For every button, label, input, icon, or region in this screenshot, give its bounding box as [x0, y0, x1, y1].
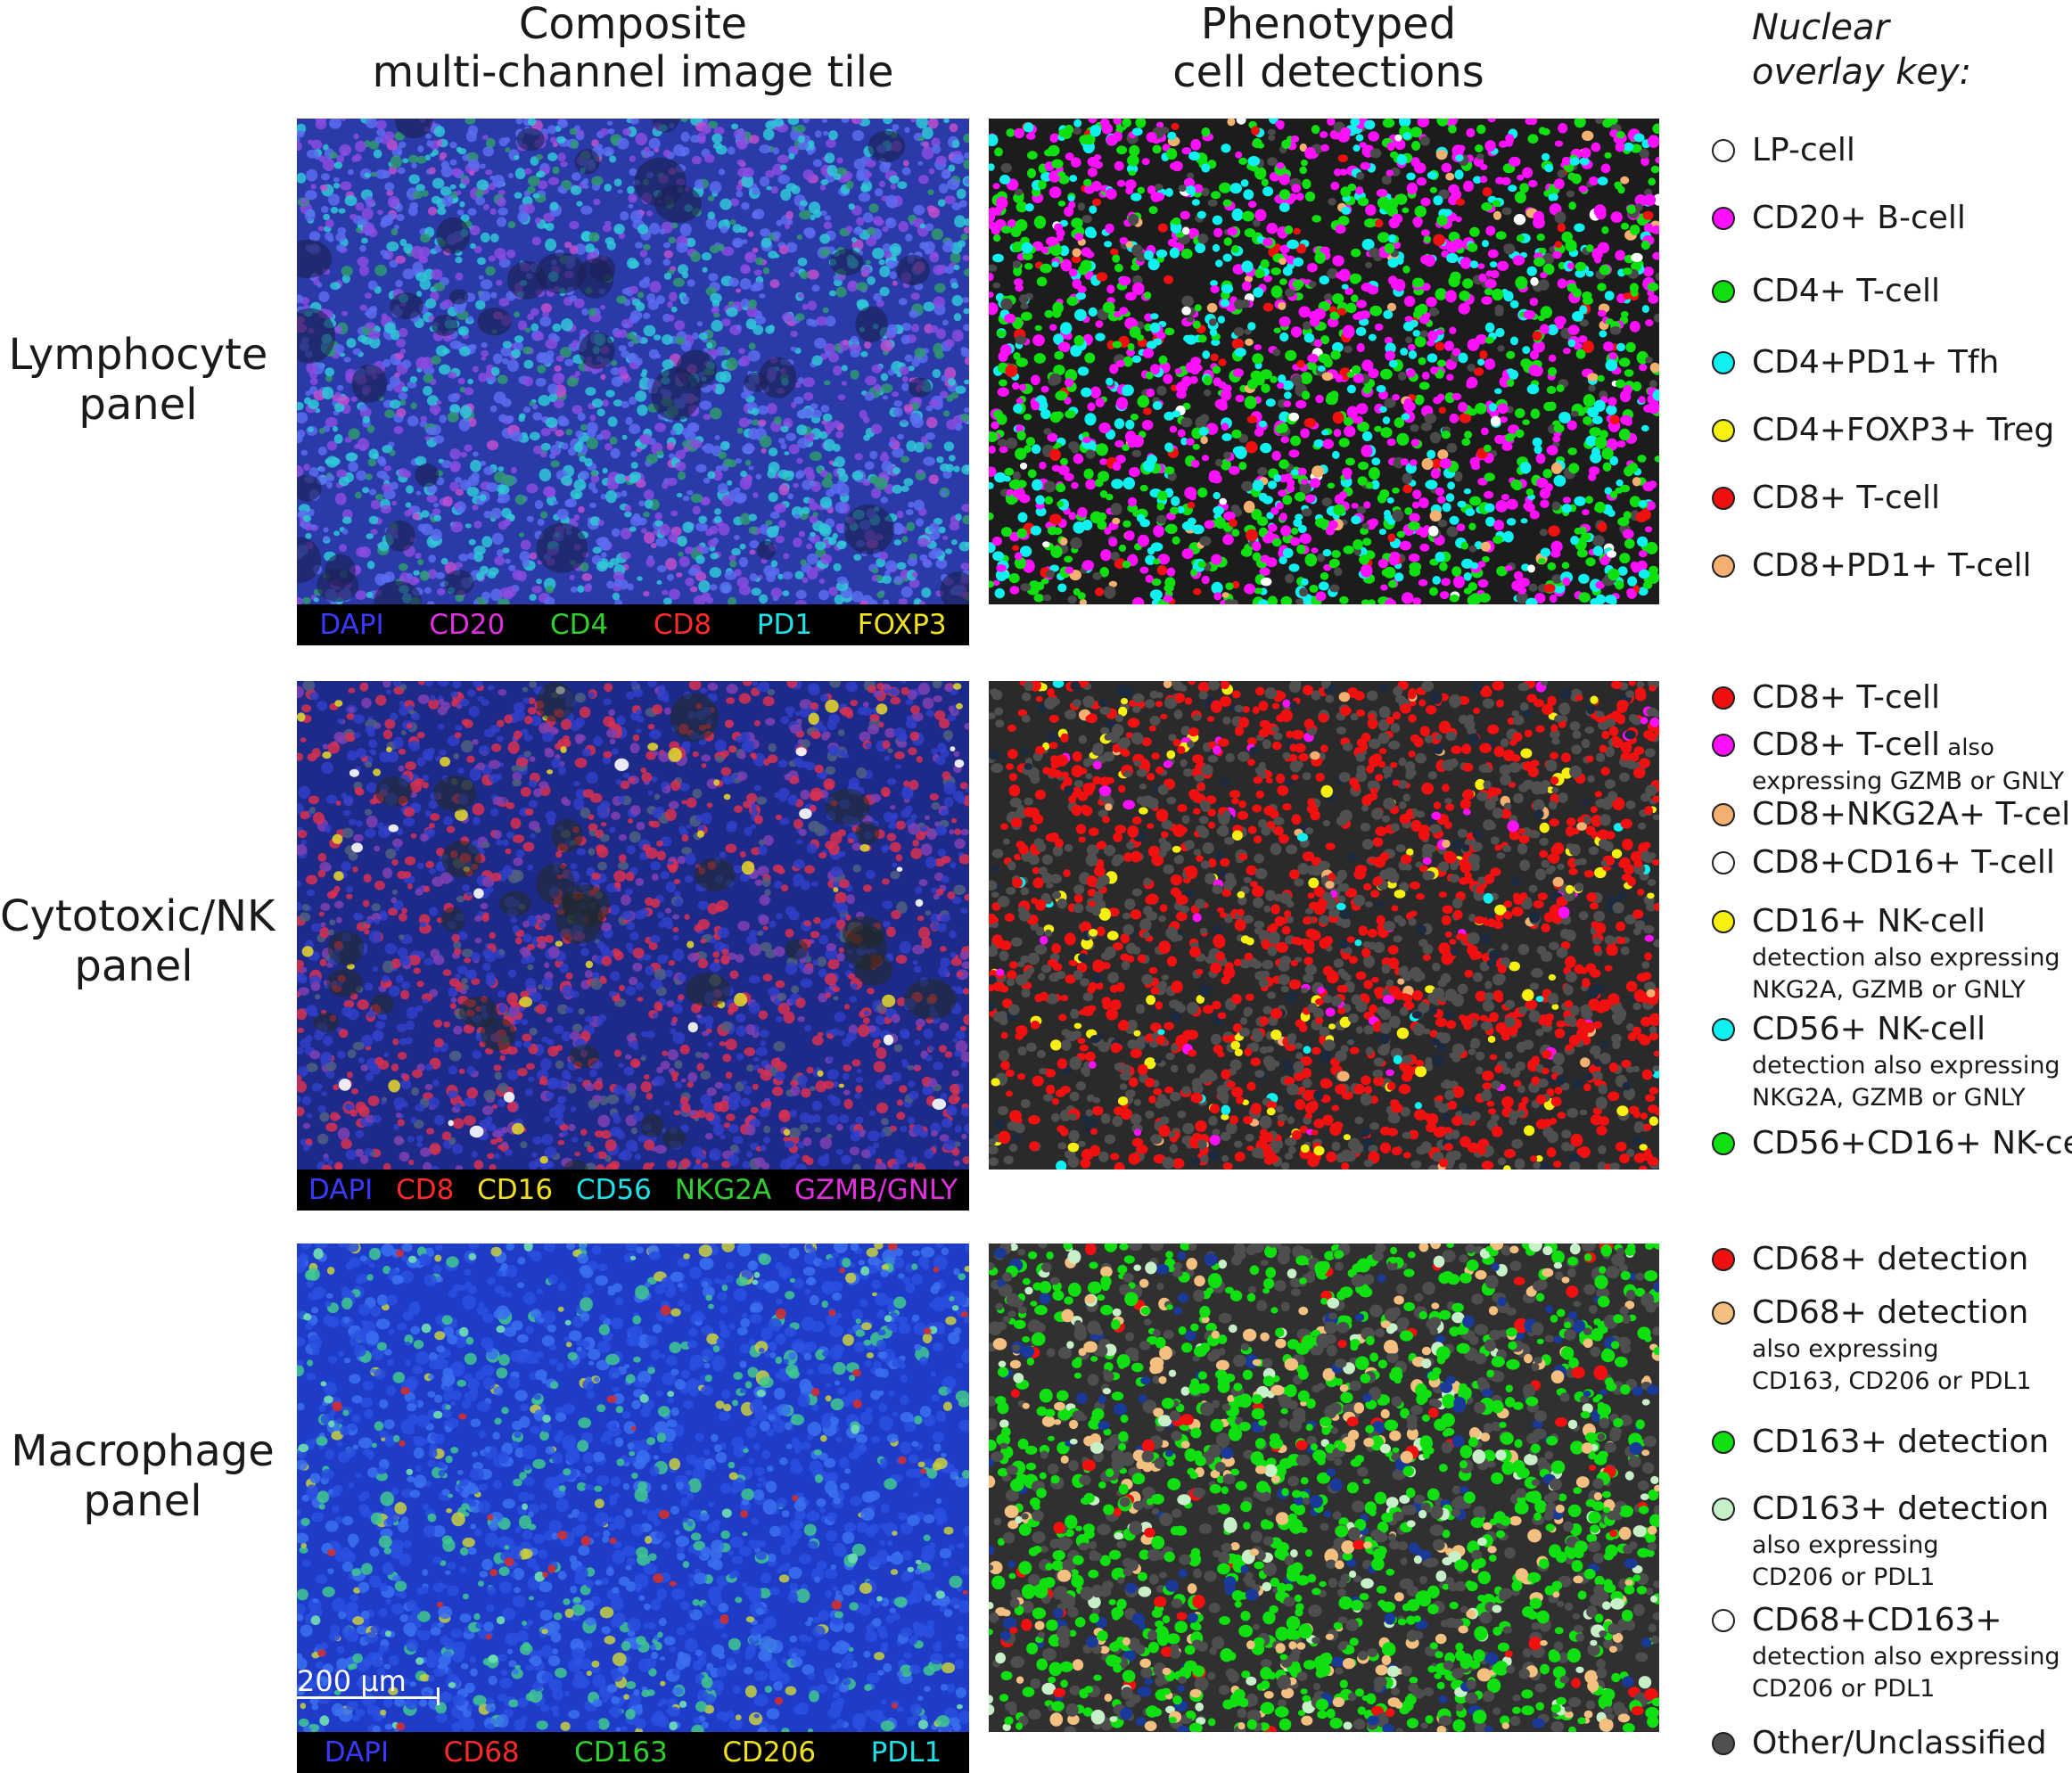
key-sublabel: detection also expressing: [1752, 1050, 2060, 1082]
channel-legend-cytotoxic: DAPI CD8 CD16 CD56 NKG2A GZMB/GNLY: [297, 1170, 969, 1211]
key-color-dot-icon: [1712, 351, 1735, 374]
key-label: LP-cell: [1752, 132, 1855, 169]
key-color-dot-icon: [1712, 280, 1735, 303]
channel-label: CD68: [444, 1736, 520, 1769]
key-color-dot-icon: [1712, 1301, 1735, 1325]
channel-label: DAPI: [325, 1736, 389, 1769]
channel-label: GZMB/GNLY: [794, 1174, 958, 1206]
channel-label: CD20: [429, 609, 505, 641]
key-color-dot-icon: [1712, 554, 1735, 578]
key-label: CD8+CD16+ T-cell: [1752, 844, 2055, 882]
channel-label: PDL1: [871, 1736, 942, 1769]
row-label-line1: Macrophage: [0, 1426, 285, 1476]
phenotype-tile-lymphocyte: [989, 119, 1659, 604]
channel-label: FOXP3: [858, 609, 947, 641]
channel-label: NKG2A: [675, 1174, 771, 1206]
composite-tile-macrophage: [297, 1244, 969, 1732]
key-sublabel: CD206 or PDL1: [1752, 1673, 1935, 1705]
key-label: CD8+ T-cell: [1752, 679, 1940, 717]
channel-label: CD206: [722, 1736, 816, 1769]
key-color-dot-icon: [1712, 803, 1735, 826]
channel-legend-lymphocyte: DAPI CD20 CD4 CD8 PD1 FOXP3: [297, 604, 969, 645]
key-label-suffix: also: [1940, 735, 1994, 761]
key-sublabel: also expressing: [1752, 1334, 1938, 1366]
key-sublabel: detection also expressing: [1752, 942, 2060, 974]
key-label: CD68+ detection: [1752, 1241, 2028, 1278]
key-label: CD56+ NK-cell: [1752, 1011, 1986, 1048]
key-color-dot-icon: [1712, 1132, 1735, 1155]
key-color-dot-icon: [1712, 686, 1735, 710]
key-sublabel: detection also expressing: [1752, 1641, 2060, 1673]
key-label: CD163+ detection: [1752, 1424, 2049, 1461]
phenotype-tile-cytotoxic: [989, 681, 1659, 1170]
key-label: CD56+CD16+ NK-cell: [1752, 1125, 2072, 1162]
key-color-dot-icon: [1712, 1248, 1735, 1271]
channel-label: CD4: [550, 609, 608, 641]
key-color-dot-icon: [1712, 487, 1735, 510]
key-label: CD68+ detection: [1752, 1294, 2028, 1332]
key-color-dot-icon: [1712, 419, 1735, 442]
key-label: CD8+ T-cell also: [1752, 726, 1994, 767]
channel-legend-macrophage: DAPI CD68 CD163 CD206 PDL1: [297, 1732, 969, 1773]
key-label: CD8+ T-cell: [1752, 480, 1940, 517]
composite-tile-cytotoxic: [297, 681, 969, 1170]
channel-label: CD16: [477, 1174, 553, 1206]
key-label: CD163+ detection: [1752, 1490, 2049, 1528]
row-label-line2: panel: [0, 941, 267, 991]
key-label: CD20+ B-cell: [1752, 200, 1966, 237]
key-color-dot-icon: [1712, 139, 1735, 162]
row-label-line2: panel: [0, 1476, 285, 1526]
key-label: CD4+FOXP3+ Treg: [1752, 412, 2054, 449]
key-label: CD8+PD1+ T-cell: [1752, 547, 2032, 585]
key-label: Other/Unclassified: [1752, 1725, 2047, 1762]
key-header-line1: Nuclear: [1752, 5, 1971, 50]
channel-label: CD163: [574, 1736, 668, 1769]
scale-bar-tick: [437, 1687, 440, 1705]
scale-bar: [297, 1696, 440, 1699]
row-label-lymphocyte: Lymphocyte panel: [0, 330, 276, 430]
channel-label: CD56: [576, 1174, 652, 1206]
phenotype-tile-macrophage: [989, 1244, 1659, 1732]
key-color-dot-icon: [1712, 207, 1735, 230]
key-color-dot-icon: [1712, 1732, 1735, 1755]
key-sublabel: CD206 or PDL1: [1752, 1562, 1935, 1594]
key-header-line2: overlay key:: [1752, 50, 1971, 94]
row-label-macrophage: Macrophage panel: [0, 1426, 285, 1526]
key-color-dot-icon: [1712, 1018, 1735, 1041]
phenotyped-header-line2: cell detections: [990, 48, 1667, 96]
key-sublabel: NKG2A, GZMB or GNLY: [1752, 974, 2026, 1006]
key-sublabel: NKG2A, GZMB or GNLY: [1752, 1082, 2026, 1114]
key-color-dot-icon: [1712, 1431, 1735, 1454]
composite-column-header: Composite multi-channel image tile: [299, 0, 967, 96]
key-column-header: Nuclear overlay key:: [1752, 5, 1971, 94]
key-color-dot-icon: [1712, 851, 1735, 874]
channel-label: DAPI: [308, 1174, 373, 1206]
composite-header-line2: multi-channel image tile: [299, 48, 967, 96]
row-label-line2: panel: [0, 380, 276, 430]
channel-label: PD1: [757, 609, 812, 641]
key-label: CD16+ NK-cell: [1752, 903, 1986, 940]
key-color-dot-icon: [1712, 1609, 1735, 1632]
key-color-dot-icon: [1712, 1498, 1735, 1521]
key-label: CD68+CD163+: [1752, 1602, 2002, 1639]
channel-label: DAPI: [319, 609, 383, 641]
row-label-line1: Lymphocyte: [0, 330, 276, 380]
phenotyped-header-line1: Phenotyped: [990, 0, 1667, 48]
composite-header-line1: Composite: [299, 0, 967, 48]
key-sublabel: also expressing: [1752, 1530, 1938, 1562]
composite-tile-lymphocyte: [297, 119, 969, 604]
row-label-cytotoxic: Cytotoxic/NK panel: [0, 891, 267, 991]
key-color-dot-icon: [1712, 734, 1735, 757]
key-label: CD4+ T-cell: [1752, 273, 1940, 310]
phenotyped-column-header: Phenotyped cell detections: [990, 0, 1667, 96]
channel-label: CD8: [654, 609, 711, 641]
key-sublabel: expressing GZMB or GNLY: [1752, 766, 2064, 798]
scale-bar-label: 200 µm: [297, 1664, 407, 1698]
key-label: CD8+NKG2A+ T-cell: [1752, 796, 2072, 833]
key-sublabel: CD163, CD206 or PDL1: [1752, 1366, 2032, 1398]
row-label-line1: Cytotoxic/NK: [0, 891, 267, 941]
key-color-dot-icon: [1712, 910, 1735, 933]
channel-label: CD8: [396, 1174, 454, 1206]
key-label: CD4+PD1+ Tfh: [1752, 344, 1999, 382]
